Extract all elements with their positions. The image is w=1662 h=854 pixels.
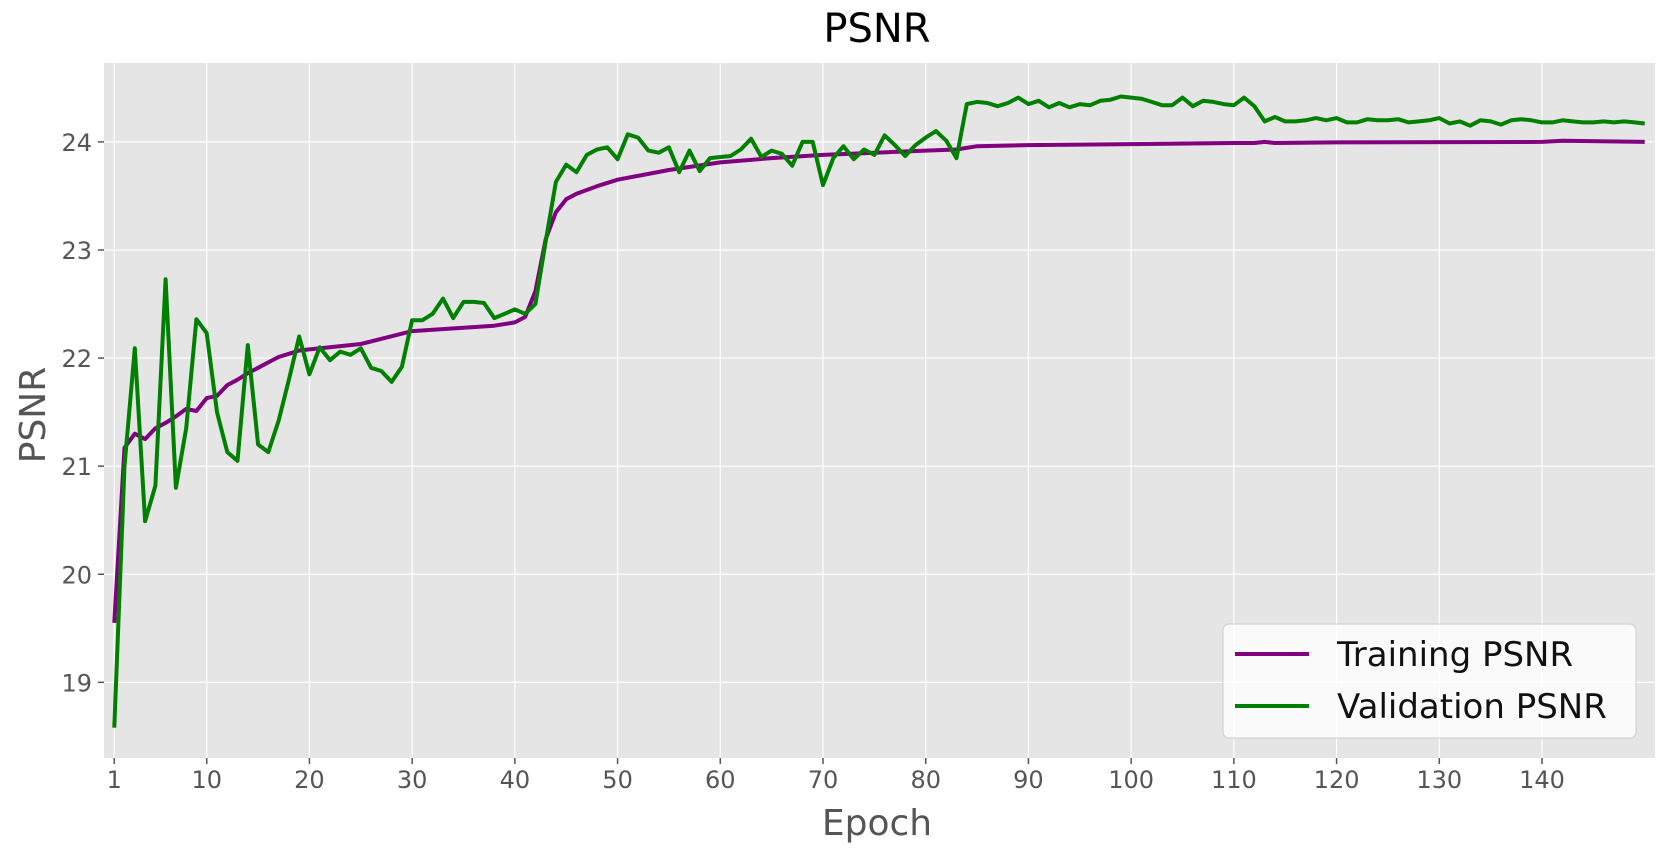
y-tick-label: 20 — [61, 561, 92, 589]
chart-title: PSNR — [823, 6, 930, 52]
x-tick-label: 80 — [910, 766, 941, 794]
x-tick-label: 20 — [294, 766, 325, 794]
x-tick-label: 30 — [397, 766, 428, 794]
y-tick-label: 24 — [61, 129, 92, 157]
x-tick-label: 1 — [107, 766, 122, 794]
legend: Training PSNR Validation PSNR — [1222, 623, 1637, 739]
axis-ticks: 1 10 20 30 40 50 60 70 80 90 100 110 120 130 140192021… — [61, 129, 1564, 794]
series-line-training-psnr — [112, 138, 1645, 624]
series-line-validation-psnr — [112, 94, 1645, 728]
x-tick-label: 10 — [191, 766, 222, 794]
y-axis-label: PSNR — [13, 367, 54, 464]
x-tick-label: 50 — [602, 766, 633, 794]
legend-label: Validation PSNR — [1337, 687, 1607, 727]
x-tick-label: 70 — [808, 766, 839, 794]
x-tick-label: 140 — [1519, 766, 1565, 794]
legend-label: Training PSNR — [1336, 635, 1573, 675]
x-tick-label: 40 — [500, 766, 531, 794]
x-tick-label: 90 — [1013, 766, 1044, 794]
x-tick-label: 110 — [1211, 766, 1257, 794]
x-tick-label: 60 — [705, 766, 736, 794]
x-axis-label: Epoch — [822, 803, 932, 844]
y-tick-label: 22 — [61, 345, 92, 373]
y-tick-label: 23 — [61, 237, 92, 265]
x-tick-label: 100 — [1108, 766, 1154, 794]
x-tick-label: 120 — [1314, 766, 1360, 794]
legend-box — [1222, 623, 1637, 739]
y-tick-label: 19 — [61, 669, 92, 697]
x-tick-label: 130 — [1416, 766, 1462, 794]
series-lines — [112, 94, 1645, 728]
y-tick-label: 21 — [61, 453, 92, 481]
